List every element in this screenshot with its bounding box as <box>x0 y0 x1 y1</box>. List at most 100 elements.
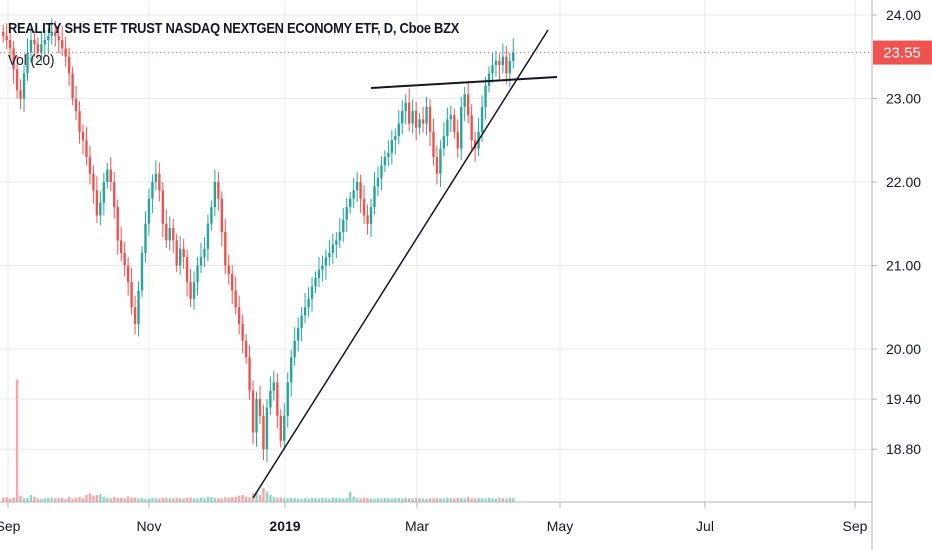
candle-body[interactable] <box>328 252 331 258</box>
candle-body[interactable] <box>380 165 383 178</box>
candle-body[interactable] <box>43 40 47 45</box>
candle-body[interactable] <box>359 182 362 199</box>
candle-body[interactable] <box>137 290 140 324</box>
candle-body[interactable] <box>81 131 85 141</box>
candle-body[interactable] <box>303 307 307 316</box>
candle-body[interactable] <box>60 40 64 49</box>
candle-body[interactable] <box>151 182 154 199</box>
candle-body[interactable] <box>300 315 303 329</box>
candle-body[interactable] <box>421 119 425 124</box>
candle-body[interactable] <box>64 48 67 57</box>
candle-body[interactable] <box>338 232 341 241</box>
candle-body[interactable] <box>449 115 453 120</box>
candle-body[interactable] <box>501 56 505 66</box>
price-axis[interactable]: 24.00 23.00 22.00 21.00 20.00 19.40 18.80 <box>871 0 921 550</box>
candle-body[interactable] <box>414 111 418 128</box>
candle-body[interactable] <box>293 340 296 358</box>
candle-body[interactable] <box>231 273 234 291</box>
candle-body[interactable] <box>234 290 237 308</box>
candle-body[interactable] <box>140 252 144 291</box>
candle-body[interactable] <box>387 152 390 157</box>
candle-body[interactable] <box>175 240 178 266</box>
candle-body[interactable] <box>366 215 369 224</box>
candle-body[interactable] <box>251 390 255 433</box>
candle-body[interactable] <box>394 136 397 141</box>
candle-body[interactable] <box>279 415 282 441</box>
candle-body[interactable] <box>262 415 265 450</box>
candle-body[interactable] <box>456 131 459 149</box>
candle-body[interactable] <box>352 190 355 199</box>
candle-body[interactable] <box>47 35 50 41</box>
candle-body[interactable] <box>224 232 227 266</box>
candle-body[interactable] <box>404 102 407 112</box>
candle-body[interactable] <box>33 40 36 45</box>
candle-body[interactable] <box>92 173 95 191</box>
candle-body[interactable] <box>269 390 272 408</box>
candle-body[interactable] <box>411 111 414 124</box>
candle-body[interactable] <box>133 307 137 324</box>
candle-body[interactable] <box>203 248 206 258</box>
candle-body[interactable] <box>401 111 404 124</box>
candle-body[interactable] <box>192 282 196 299</box>
candle-body[interactable] <box>126 265 130 283</box>
candle-body[interactable] <box>376 177 380 187</box>
candle-body[interactable] <box>505 56 508 74</box>
candle-body[interactable] <box>109 169 112 182</box>
candle-body[interactable] <box>512 52 515 61</box>
candle-body[interactable] <box>428 106 432 132</box>
candle-body[interactable] <box>67 56 71 74</box>
candle-body[interactable] <box>2 31 5 36</box>
candle-body[interactable] <box>165 223 168 241</box>
candle-body[interactable] <box>418 119 421 128</box>
candle-body[interactable] <box>144 223 147 253</box>
time-axis[interactable]: Sep Nov 2019 Mar May Jul Sep <box>0 501 872 534</box>
candle-body[interactable] <box>286 382 289 416</box>
candle-body[interactable] <box>196 265 199 283</box>
candle-body[interactable] <box>307 298 310 308</box>
candle-body[interactable] <box>466 94 470 116</box>
candle-body[interactable] <box>220 198 224 233</box>
candle-body[interactable] <box>508 60 512 74</box>
candle-body[interactable] <box>113 182 116 208</box>
candle-body[interactable] <box>480 106 484 132</box>
candle-body[interactable] <box>272 382 276 391</box>
candle-body[interactable] <box>57 35 60 41</box>
candle-body[interactable] <box>407 102 411 124</box>
candle-body[interactable] <box>317 269 321 279</box>
candle-body[interactable] <box>130 282 133 308</box>
candle-body[interactable] <box>88 156 92 174</box>
candle-body[interactable] <box>331 244 335 253</box>
candle-body[interactable] <box>15 69 19 91</box>
candle-body[interactable] <box>290 357 293 383</box>
candle-body[interactable] <box>244 340 248 358</box>
candle-body[interactable] <box>390 140 394 153</box>
candle-body[interactable] <box>189 282 192 299</box>
candle-body[interactable] <box>237 307 241 324</box>
candle-body[interactable] <box>40 44 43 53</box>
candle-body[interactable] <box>54 31 57 36</box>
candle-body[interactable] <box>178 248 182 266</box>
candle-body[interactable] <box>123 252 126 266</box>
candle-body[interactable] <box>116 207 119 241</box>
candle-body[interactable] <box>71 73 74 99</box>
trend-lines[interactable] <box>252 29 558 499</box>
candle-body[interactable] <box>206 223 210 249</box>
resistance-trend-line[interactable] <box>370 76 558 89</box>
candle-body[interactable] <box>463 94 466 107</box>
candle-body[interactable] <box>217 182 220 199</box>
candle-body[interactable] <box>119 240 123 253</box>
candle-body[interactable] <box>78 111 81 132</box>
candle-body[interactable] <box>487 73 491 86</box>
candle-body[interactable] <box>248 357 251 391</box>
candle-body[interactable] <box>50 31 53 36</box>
candle-body[interactable] <box>172 227 175 241</box>
candle-body[interactable] <box>283 415 286 441</box>
candle-body[interactable] <box>432 131 435 157</box>
candle-body[interactable] <box>276 382 279 416</box>
candle-body[interactable] <box>491 65 494 74</box>
candle-body[interactable] <box>99 202 102 216</box>
candle-body[interactable] <box>161 190 165 224</box>
candle-body[interactable] <box>310 286 314 299</box>
candle-body[interactable] <box>498 60 501 66</box>
candle-body[interactable] <box>470 115 473 141</box>
